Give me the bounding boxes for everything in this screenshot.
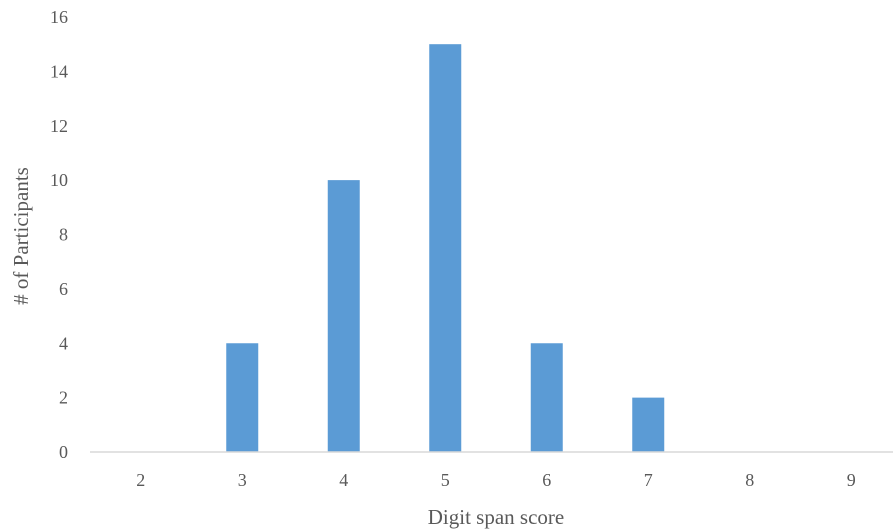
x-axis-title: Digit span score bbox=[428, 505, 564, 529]
y-tick-label: 2 bbox=[59, 388, 68, 408]
bar-7 bbox=[632, 397, 665, 452]
bar-6 bbox=[530, 343, 563, 452]
bars-group bbox=[226, 44, 665, 452]
x-tick-label: 9 bbox=[847, 470, 856, 490]
x-tick-label: 8 bbox=[745, 470, 754, 490]
bar-4 bbox=[327, 180, 360, 452]
bar-5 bbox=[429, 44, 462, 452]
y-tick-label: 14 bbox=[50, 61, 68, 81]
y-tick-label: 8 bbox=[59, 225, 68, 245]
y-tick-labels: 0 2 4 6 8 10 12 14 16 bbox=[50, 7, 68, 462]
x-tick-label: 5 bbox=[441, 470, 450, 490]
x-tick-label: 2 bbox=[136, 470, 145, 490]
x-tick-label: 4 bbox=[339, 470, 348, 490]
x-tick-label: 6 bbox=[542, 470, 551, 490]
y-tick-label: 10 bbox=[50, 170, 68, 190]
y-tick-label: 16 bbox=[50, 7, 68, 27]
y-axis-title: # of Participants bbox=[9, 167, 33, 305]
y-tick-label: 6 bbox=[59, 279, 68, 299]
x-tick-label: 3 bbox=[238, 470, 247, 490]
bar-3 bbox=[226, 343, 259, 452]
y-tick-label: 4 bbox=[59, 333, 68, 353]
x-tick-labels: 2 3 4 5 6 7 8 9 bbox=[136, 470, 856, 490]
y-tick-label: 12 bbox=[50, 116, 68, 136]
x-tick-label: 7 bbox=[644, 470, 653, 490]
y-tick-label: 0 bbox=[59, 442, 68, 462]
